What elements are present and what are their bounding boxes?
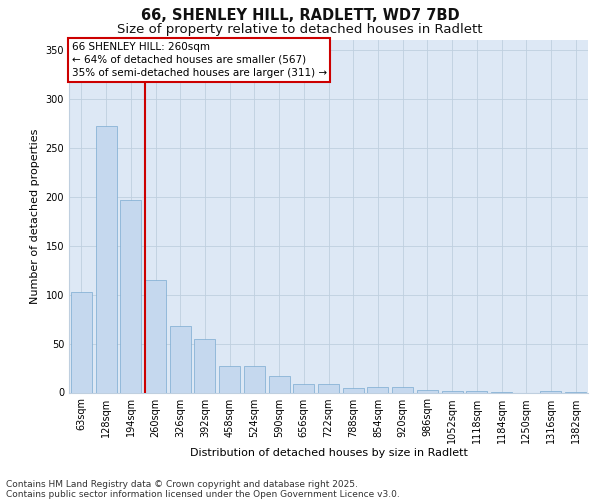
Text: 66 SHENLEY HILL: 260sqm
← 64% of detached houses are smaller (567)
35% of semi-d: 66 SHENLEY HILL: 260sqm ← 64% of detache… xyxy=(71,42,327,78)
X-axis label: Distribution of detached houses by size in Radlett: Distribution of detached houses by size … xyxy=(190,448,467,458)
Bar xyxy=(71,292,92,392)
Bar xyxy=(318,384,339,392)
Bar xyxy=(466,390,487,392)
Bar xyxy=(194,338,215,392)
Text: 66, SHENLEY HILL, RADLETT, WD7 7BD: 66, SHENLEY HILL, RADLETT, WD7 7BD xyxy=(140,8,460,22)
Bar xyxy=(95,126,116,392)
Bar xyxy=(392,386,413,392)
Bar xyxy=(343,388,364,392)
Bar xyxy=(293,384,314,392)
Bar xyxy=(145,280,166,392)
Bar xyxy=(417,390,438,392)
Text: Contains HM Land Registry data © Crown copyright and database right 2025.
Contai: Contains HM Land Registry data © Crown c… xyxy=(6,480,400,499)
Bar xyxy=(269,376,290,392)
Bar xyxy=(541,390,562,392)
Bar xyxy=(120,200,141,392)
Bar xyxy=(442,390,463,392)
Bar xyxy=(219,366,240,392)
Text: Size of property relative to detached houses in Radlett: Size of property relative to detached ho… xyxy=(117,22,483,36)
Y-axis label: Number of detached properties: Number of detached properties xyxy=(30,128,40,304)
Bar xyxy=(170,326,191,392)
Bar xyxy=(367,386,388,392)
Bar xyxy=(244,366,265,392)
